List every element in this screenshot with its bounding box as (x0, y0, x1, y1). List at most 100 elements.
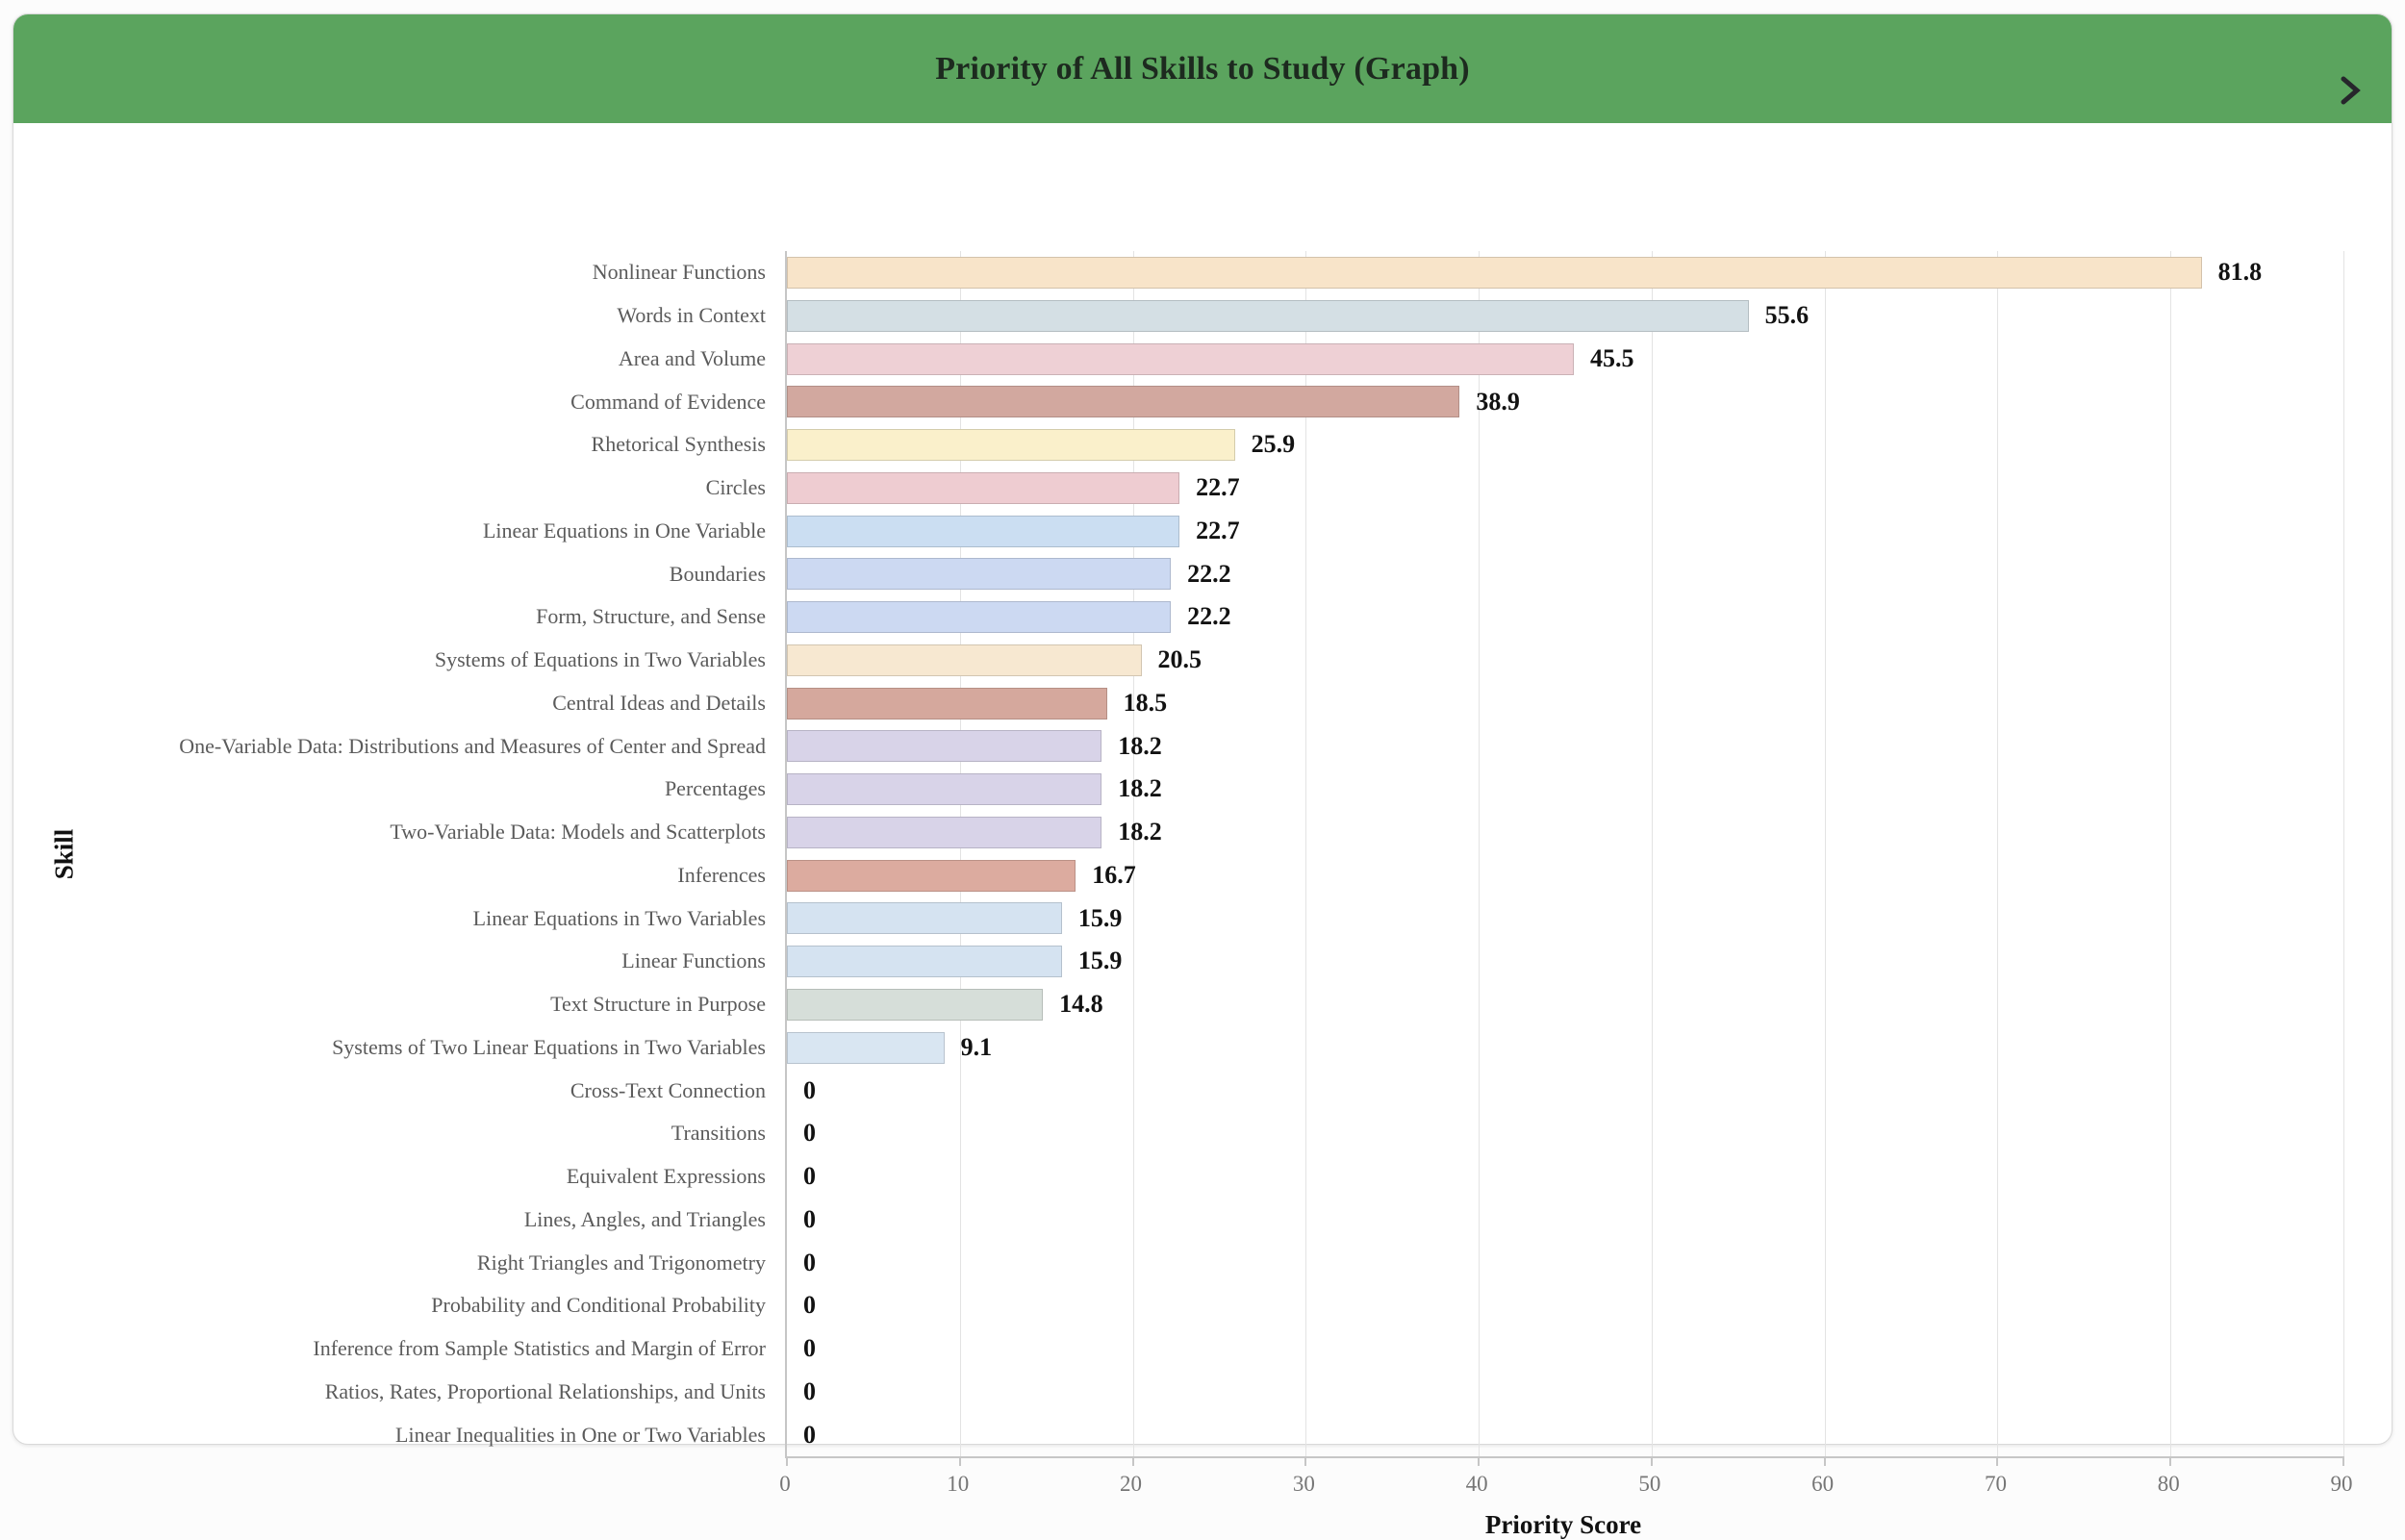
bar-value-label: 45.5 (1589, 343, 1634, 372)
bar-value-label: 0 (803, 1334, 816, 1363)
category-label: Inference from Sample Statistics and Mar… (313, 1336, 766, 1361)
bar-value-label: 15.9 (1077, 947, 1123, 975)
x-axis-ticks: 0 10 20 30 40 50 60 70 80 90 (779, 1470, 2352, 1499)
category-label: Right Triangles and Trigonometry (476, 1250, 766, 1275)
bar-value-label: 18.5 (1123, 688, 1168, 717)
category-label: Circles (705, 475, 766, 500)
chart-row: 45.5 (787, 338, 2343, 381)
category-label: Systems of Two Linear Equations in Two V… (332, 1034, 766, 1059)
x-tick-mark (2169, 1456, 2172, 1466)
chart-row: 18.2 (787, 811, 2343, 854)
category-label: Linear Inequalities in One or Two Variab… (395, 1422, 766, 1447)
category-label: Probability and Conditional Probability (431, 1293, 766, 1318)
x-tick-label: 60 (1811, 1472, 1835, 1496)
chart-row: 0 (787, 1284, 2343, 1327)
bar-value-label: 0 (803, 1291, 816, 1320)
category-label: Form, Structure, and Sense (536, 604, 766, 629)
category-label: Text Structure in Purpose (550, 992, 766, 1017)
bar-value-label: 18.2 (1118, 731, 1162, 760)
chart-row: 18.2 (787, 768, 2343, 811)
chart-row: 0 (787, 1069, 2343, 1112)
category-label: Words in Context (617, 303, 766, 328)
bar-value-label: 22.7 (1196, 473, 1240, 502)
gridline (1997, 251, 1999, 1456)
x-tick-label: 80 (2157, 1472, 2180, 1496)
chart-row: 0 (787, 1371, 2343, 1414)
bar-value-label: 55.6 (1764, 301, 1810, 330)
bar-value-label: 18.2 (1118, 818, 1162, 846)
x-tick-label: 70 (1984, 1472, 2007, 1496)
category-label: One-Variable Data: Distributions and Mea… (179, 733, 766, 758)
bar (787, 257, 2202, 289)
x-tick-label: 10 (947, 1472, 970, 1496)
x-axis-title: Priority Score (1484, 1510, 1642, 1539)
chart-row: 25.9 (787, 423, 2343, 467)
bar (787, 1031, 945, 1064)
chart-row: 0 (787, 1199, 2343, 1242)
bar-value-label: 22.2 (1187, 559, 1231, 588)
gridline (959, 251, 961, 1456)
category-label: Equivalent Expressions (566, 1164, 766, 1189)
bar-value-label: 25.9 (1251, 430, 1296, 459)
category-label: Transitions (671, 1121, 766, 1146)
bar (787, 429, 1235, 461)
bar (787, 601, 1172, 633)
x-tick-mark (2342, 1456, 2344, 1466)
chart-row: 15.9 (787, 940, 2343, 983)
bar-value-label: 9.1 (960, 1032, 993, 1061)
bar (787, 386, 1460, 418)
bar (787, 342, 1574, 375)
bar-value-label: 22.2 (1187, 602, 1231, 631)
x-tick-mark (958, 1456, 961, 1466)
chart-row: 15.9 (787, 896, 2343, 940)
bar (787, 773, 1102, 805)
x-tick-label: 0 (779, 1472, 791, 1496)
expand-chart-button[interactable] (2330, 71, 2368, 110)
card-header: Priority of All Skills to Study (Graph) (13, 14, 2392, 123)
chart-row: 22.7 (787, 510, 2343, 553)
bar (787, 988, 1044, 1021)
bar-value-label: 15.9 (1077, 903, 1123, 932)
category-label: Area and Volume (618, 345, 766, 370)
x-tick-label: 90 (2330, 1472, 2353, 1496)
x-tick-label: 20 (1120, 1472, 1143, 1496)
chart-row: 0 (787, 1155, 2343, 1199)
x-tick-label: 30 (1292, 1472, 1315, 1496)
x-tick-mark (1996, 1456, 1999, 1466)
chart-row: 38.9 (787, 380, 2343, 423)
chevron-right-icon (2341, 76, 2361, 105)
bar-value-label: 0 (803, 1119, 816, 1148)
bar (787, 946, 1062, 977)
gridline (2343, 251, 2344, 1456)
category-label: Rhetorical Synthesis (591, 432, 766, 457)
category-label: Command of Evidence (570, 389, 766, 414)
chart-row: 0 (787, 1327, 2343, 1371)
category-label: Linear Equations in One Variable (482, 518, 766, 543)
bar (787, 687, 1107, 720)
chart-row: 9.1 (787, 1026, 2343, 1070)
category-label: Two-Variable Data: Models and Scatterplo… (390, 820, 766, 845)
chart-row: 22.2 (787, 552, 2343, 595)
category-label: Cross-Text Connection (570, 1077, 766, 1102)
x-tick-label: 50 (1638, 1472, 1661, 1496)
chart-row: 55.6 (787, 294, 2343, 338)
chart-row: 16.7 (787, 854, 2343, 897)
bar (787, 515, 1180, 547)
bar-value-label: 0 (803, 1420, 816, 1449)
bar-value-label: 22.7 (1196, 516, 1240, 544)
chart-row: 18.5 (787, 682, 2343, 725)
chart-row: 0 (787, 1112, 2343, 1155)
gridline (1479, 251, 1481, 1456)
bar (787, 644, 1142, 676)
bar-value-label: 20.5 (1157, 645, 1202, 674)
bar-value-label: 0 (803, 1248, 816, 1276)
bar (787, 471, 1180, 504)
x-tick-label: 40 (1465, 1472, 1488, 1496)
bar-value-label: 38.9 (1476, 387, 1520, 416)
chart-row: 20.5 (787, 639, 2343, 682)
chart-row: 14.8 (787, 983, 2343, 1026)
chart-row: 22.2 (787, 595, 2343, 639)
gridline (1651, 251, 1653, 1456)
category-label: Ratios, Rates, Proportional Relationship… (324, 1378, 766, 1403)
chart-row: 0 (787, 1413, 2343, 1456)
